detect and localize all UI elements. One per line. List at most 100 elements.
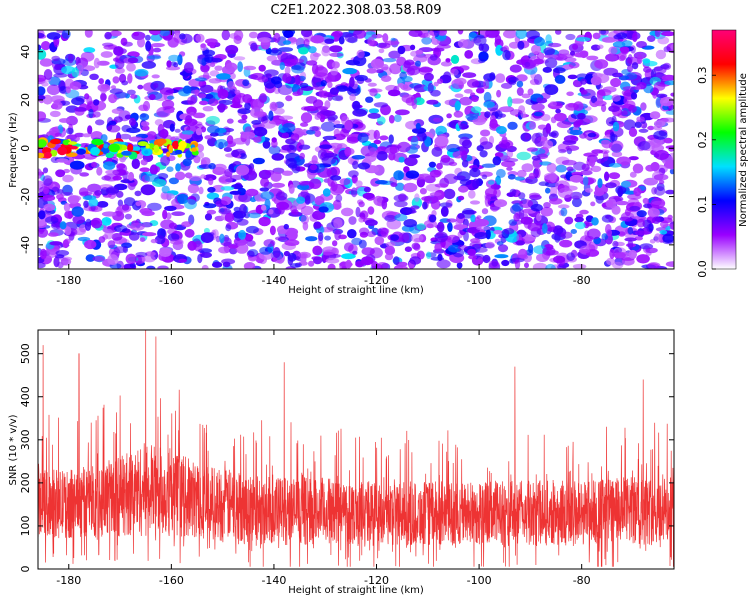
spectrogram-speckle: [331, 95, 343, 101]
spectrogram-speckle: [202, 106, 214, 112]
spectrogram-speckle: [373, 102, 388, 108]
spectrogram-speckle: [629, 171, 637, 178]
spectrogram-speckle: [388, 134, 394, 144]
spectrogram-speckle: [533, 111, 543, 117]
spectrogram-speckle: [377, 116, 386, 125]
spectrogram-speckle: [214, 139, 228, 149]
spectrogram-speckle: [627, 64, 633, 73]
spectrogram-speckle: [175, 163, 182, 172]
spectrogram-speckle: [145, 34, 151, 41]
spectrogram-speckle: [670, 44, 674, 50]
spectrogram-speckle: [598, 30, 609, 36]
spectrogram-signal-blob: [57, 146, 67, 156]
spectrogram-speckle: [230, 103, 243, 109]
spectrogram-signal-blob: [166, 151, 171, 157]
spectrogram-speckle: [128, 232, 140, 241]
spectrogram-speckle: [569, 174, 584, 183]
spectrogram-speckle: [557, 187, 573, 199]
spectrogram-speckle: [518, 208, 525, 220]
spectrogram-speckle: [119, 133, 132, 140]
spectrogram-speckle: [141, 210, 155, 217]
spectrogram-speckle: [509, 109, 523, 116]
spectrogram-speckle: [612, 261, 624, 269]
spectrogram-speckle: [557, 204, 570, 209]
spectrogram-speckle: [632, 163, 644, 174]
spectrogram-speckle: [324, 100, 331, 109]
colorbar-tick-label: 0.3: [696, 66, 709, 84]
spectrogram-speckle: [187, 240, 197, 251]
spectrogram-speckle: [146, 265, 156, 269]
spectrogram-speckle: [143, 255, 156, 263]
spectrogram-speckle: [378, 42, 391, 49]
spectrogram-speckle: [150, 33, 163, 42]
spectrogram-speckle: [620, 180, 632, 188]
spectrogram-speckle: [43, 248, 58, 259]
spectrogram-speckle: [332, 30, 343, 38]
spectrogram-speckle: [269, 101, 278, 112]
spectrogram-speckle: [381, 75, 392, 82]
spectrogram-speckle: [187, 96, 197, 106]
x-tick-label: -120: [364, 574, 389, 587]
spectrogram-speckle: [124, 213, 132, 220]
spectrogram-speckle: [354, 74, 368, 82]
spectrogram-speckle: [159, 87, 174, 95]
spectrogram-speckle: [434, 135, 449, 147]
spectrogram-speckle: [270, 171, 282, 182]
spectrogram-speckle: [160, 219, 175, 230]
spectrogram-speckle: [229, 247, 238, 255]
spectrogram-speckle: [51, 101, 63, 110]
spectrogram-speckle: [227, 80, 235, 90]
spectrogram-speckle: [642, 58, 651, 64]
y-tick-label: 100: [19, 515, 32, 536]
spectrogram-speckle: [137, 84, 144, 90]
spectrogram-speckle: [348, 216, 357, 225]
spectrogram-speckle: [204, 54, 214, 63]
spectrogram-speckle: [468, 189, 476, 199]
spectrogram-speckle: [649, 111, 661, 120]
spectrogram-x-label: Height of straight line (km): [288, 285, 424, 296]
spectrogram-speckle: [161, 193, 175, 200]
spectrogram-speckle: [225, 44, 239, 55]
spectrogram-speckle: [556, 121, 572, 129]
spectrogram-speckle: [590, 201, 596, 207]
spectrogram-speckle: [627, 239, 634, 250]
spectrogram-speckle: [257, 37, 272, 43]
spectrogram-speckle: [548, 42, 562, 48]
spectrogram-speckle: [88, 108, 94, 118]
spectrogram-speckle: [526, 147, 539, 152]
spectrogram-speckle: [403, 219, 418, 228]
spectrogram-speckle: [405, 97, 418, 106]
spectrogram-speckle: [96, 60, 110, 66]
spectrogram-speckle: [300, 214, 310, 225]
spectrogram-speckle: [529, 121, 537, 130]
spectrogram-speckle: [647, 125, 655, 131]
spectrogram-speckle: [167, 95, 175, 100]
spectrogram-speckle: [129, 117, 136, 126]
spectrogram-speckle: [221, 30, 230, 41]
spectrogram-speckle: [636, 218, 646, 228]
spectrogram-speckle: [47, 232, 59, 237]
spectrogram-speckle: [664, 159, 674, 169]
spectrogram-speckle: [564, 216, 574, 225]
spectrogram-speckle: [339, 128, 350, 138]
spectrogram-speckle: [246, 240, 256, 247]
spectrogram-speckle: [507, 96, 513, 108]
spectrogram-speckle: [308, 260, 315, 267]
spectrogram-speckle: [324, 38, 335, 44]
spectrogram-speckle: [665, 261, 674, 267]
spectrogram-speckle: [257, 76, 269, 83]
spectrogram-speckle: [572, 263, 587, 269]
spectrogram-speckle: [534, 37, 545, 47]
spectrogram-speckle: [53, 39, 60, 48]
spectrogram-speckle: [628, 127, 638, 137]
spectrogram-speckle: [193, 112, 206, 119]
spectrogram-speckle: [344, 120, 353, 131]
spectrogram-speckle: [262, 140, 271, 149]
spectrogram-speckle: [179, 134, 191, 139]
y-tick-label: 20: [19, 93, 32, 107]
spectrogram-speckle: [335, 85, 349, 92]
spectrogram-texture: [38, 30, 674, 269]
spectrogram-speckle: [566, 166, 574, 172]
spectrogram-speckle: [107, 254, 119, 266]
spectrogram-speckle: [78, 187, 89, 197]
